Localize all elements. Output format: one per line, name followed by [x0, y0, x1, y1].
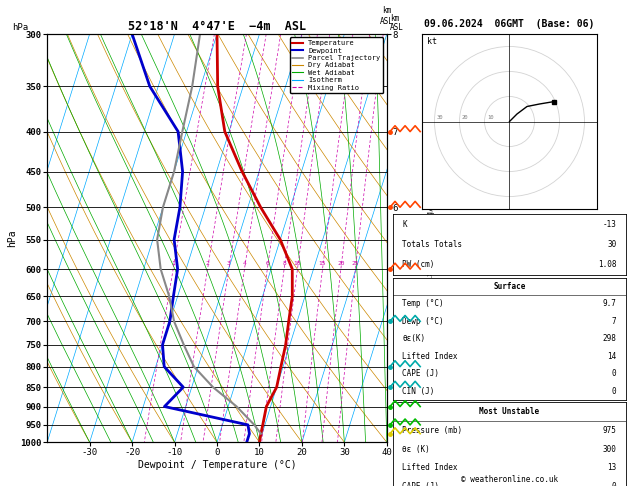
Text: 10: 10 — [487, 115, 494, 120]
Text: 4: 4 — [243, 261, 247, 266]
Text: Totals Totals: Totals Totals — [403, 240, 462, 249]
Text: 298: 298 — [603, 334, 616, 343]
Text: LCL: LCL — [394, 429, 408, 438]
X-axis label: Dewpoint / Temperature (°C): Dewpoint / Temperature (°C) — [138, 460, 296, 469]
Text: Surface: Surface — [493, 282, 526, 291]
Text: Most Unstable: Most Unstable — [479, 407, 540, 417]
Text: θε(K): θε(K) — [403, 334, 426, 343]
Y-axis label: Mixing Ratio (g/kg): Mixing Ratio (g/kg) — [426, 191, 435, 286]
Text: 13: 13 — [607, 463, 616, 472]
Text: 6: 6 — [265, 261, 269, 266]
Text: 1: 1 — [171, 261, 175, 266]
Legend: Temperature, Dewpoint, Parcel Trajectory, Dry Adiabat, Wet Adiabat, Isotherm, Mi: Temperature, Dewpoint, Parcel Trajectory… — [289, 37, 383, 93]
Text: Temp (°C): Temp (°C) — [403, 299, 444, 308]
Text: -13: -13 — [603, 220, 616, 228]
Text: 14: 14 — [607, 352, 616, 361]
Text: 8: 8 — [282, 261, 286, 266]
Text: θε (K): θε (K) — [403, 445, 430, 454]
Text: 20: 20 — [337, 261, 345, 266]
Text: 7: 7 — [612, 317, 616, 326]
Text: 1.08: 1.08 — [598, 260, 616, 269]
Text: 975: 975 — [603, 426, 616, 435]
Text: 15: 15 — [319, 261, 326, 266]
Text: Lifted Index: Lifted Index — [403, 352, 458, 361]
Text: km
ASL: km ASL — [390, 14, 404, 32]
Text: hPa: hPa — [13, 22, 29, 32]
Y-axis label: hPa: hPa — [8, 229, 18, 247]
Text: 25: 25 — [352, 261, 359, 266]
Text: 2: 2 — [206, 261, 209, 266]
Text: CIN (J): CIN (J) — [403, 387, 435, 396]
Text: CAPE (J): CAPE (J) — [403, 482, 440, 486]
Text: 9.7: 9.7 — [603, 299, 616, 308]
Text: 0: 0 — [612, 369, 616, 378]
Title: 52°18'N  4°47'E  −4m  ASL: 52°18'N 4°47'E −4m ASL — [128, 20, 306, 33]
Text: 300: 300 — [603, 445, 616, 454]
Text: K: K — [403, 220, 407, 228]
Text: km
ASL: km ASL — [380, 6, 394, 26]
Text: 30: 30 — [437, 115, 443, 120]
Text: © weatheronline.co.uk: © weatheronline.co.uk — [461, 474, 558, 484]
Text: PW (cm): PW (cm) — [403, 260, 435, 269]
Text: 09.06.2024  06GMT  (Base: 06): 09.06.2024 06GMT (Base: 06) — [425, 19, 594, 29]
Text: CAPE (J): CAPE (J) — [403, 369, 440, 378]
Text: kt: kt — [427, 37, 437, 46]
Text: 20: 20 — [462, 115, 469, 120]
Text: 3: 3 — [227, 261, 231, 266]
Text: Dewp (°C): Dewp (°C) — [403, 317, 444, 326]
Text: Pressure (mb): Pressure (mb) — [403, 426, 462, 435]
Text: 10: 10 — [294, 261, 301, 266]
Text: 0: 0 — [612, 482, 616, 486]
Text: 30: 30 — [607, 240, 616, 249]
Text: 0: 0 — [612, 387, 616, 396]
Text: Lifted Index: Lifted Index — [403, 463, 458, 472]
